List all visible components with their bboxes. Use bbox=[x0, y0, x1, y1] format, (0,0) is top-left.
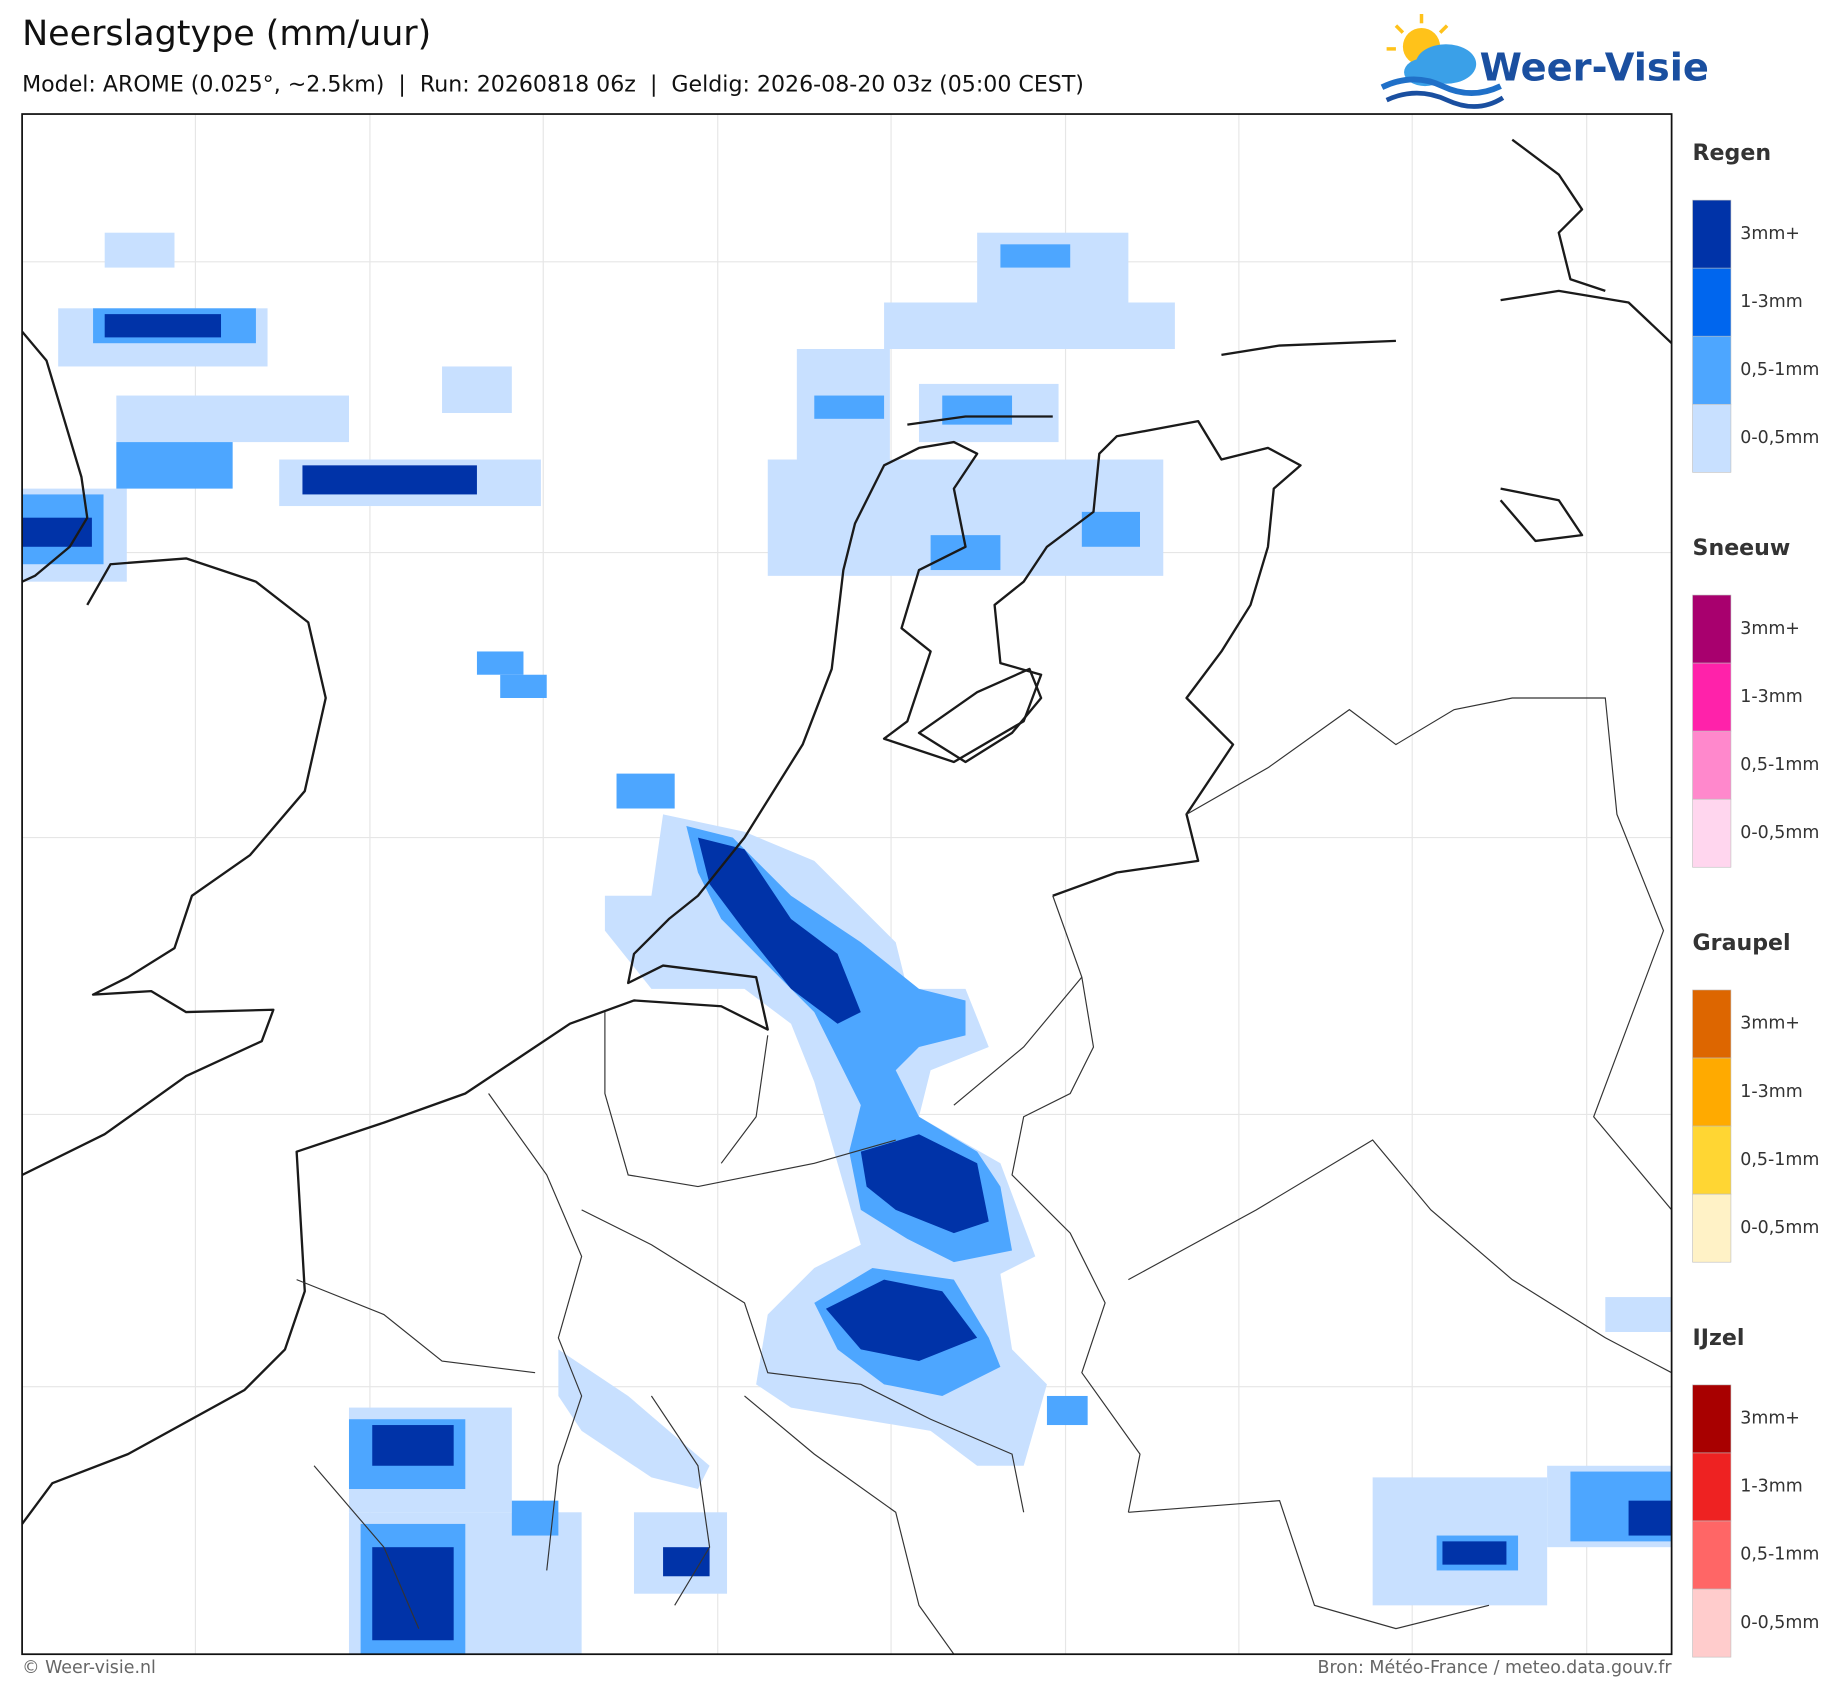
legend-label: 0-0,5mm bbox=[1740, 1613, 1819, 1633]
legend-swatch bbox=[1692, 798, 1732, 868]
legend-swatch bbox=[1692, 1588, 1732, 1658]
coastlines bbox=[22, 138, 1672, 1525]
credit: © Weer-visie.nl bbox=[22, 1658, 156, 1678]
legend-swatch bbox=[1692, 335, 1732, 405]
logo: Weer-Visie bbox=[1380, 13, 1709, 109]
logo-text: Weer-Visie bbox=[1480, 45, 1709, 90]
legend-label: 0-0,5mm bbox=[1740, 823, 1819, 843]
legend-label: 0,5-1mm bbox=[1740, 1545, 1819, 1565]
legend-label: 1-3mm bbox=[1740, 687, 1802, 707]
legend-label: 0-0,5mm bbox=[1740, 1218, 1819, 1238]
legend-label: 0-0,5mm bbox=[1740, 428, 1819, 448]
legend-label: 1-3mm bbox=[1740, 1082, 1802, 1102]
legend-swatch bbox=[1692, 730, 1732, 800]
legend-swatch bbox=[1692, 403, 1732, 473]
legend-label: 1-3mm bbox=[1740, 1477, 1802, 1497]
map-frame bbox=[21, 113, 1673, 1656]
legend-swatch bbox=[1692, 1193, 1732, 1263]
legend-label: 1-3mm bbox=[1740, 292, 1802, 312]
precipitation bbox=[22, 232, 1672, 1655]
legend-label: 3mm+ bbox=[1740, 224, 1800, 244]
legend-label: 0,5-1mm bbox=[1740, 360, 1819, 380]
legend-swatch bbox=[1692, 594, 1732, 664]
legend-swatch bbox=[1692, 1057, 1732, 1127]
map bbox=[22, 114, 1672, 1655]
legend-title: Graupel bbox=[1693, 930, 1791, 956]
legend-swatch bbox=[1692, 1452, 1732, 1522]
source: Bron: Météo-France / meteo.data.gouv.fr bbox=[1318, 1658, 1673, 1678]
legend-swatch bbox=[1692, 662, 1732, 732]
legend-label: 0,5-1mm bbox=[1740, 1150, 1819, 1170]
borders bbox=[296, 697, 1672, 1655]
legend-title: IJzel bbox=[1693, 1325, 1745, 1351]
legend-title: Regen bbox=[1693, 140, 1772, 166]
legend-swatch bbox=[1692, 1125, 1732, 1195]
legend-label: 3mm+ bbox=[1740, 1409, 1800, 1429]
legend-swatch bbox=[1692, 989, 1732, 1059]
subtitle: Model: AROME (0.025°, ~2.5km) | Run: 202… bbox=[22, 71, 1084, 97]
legend-swatch bbox=[1692, 1520, 1732, 1590]
legend: Regen 3mm+ 1-3mm 0,5-1mm 0-0,5mm Sneeuw 3mm+ 1-… bbox=[1692, 140, 1819, 1658]
legend-label: 0,5-1mm bbox=[1740, 755, 1819, 775]
legend-label: 3mm+ bbox=[1740, 1014, 1800, 1034]
title: Neerslagtype (mm/uur) bbox=[22, 14, 431, 54]
legend-swatch bbox=[1692, 199, 1732, 269]
legend-label: 3mm+ bbox=[1740, 619, 1800, 639]
legend-title: Sneeuw bbox=[1693, 535, 1791, 561]
legend-swatch bbox=[1692, 1384, 1732, 1454]
legend-swatch bbox=[1692, 267, 1732, 337]
